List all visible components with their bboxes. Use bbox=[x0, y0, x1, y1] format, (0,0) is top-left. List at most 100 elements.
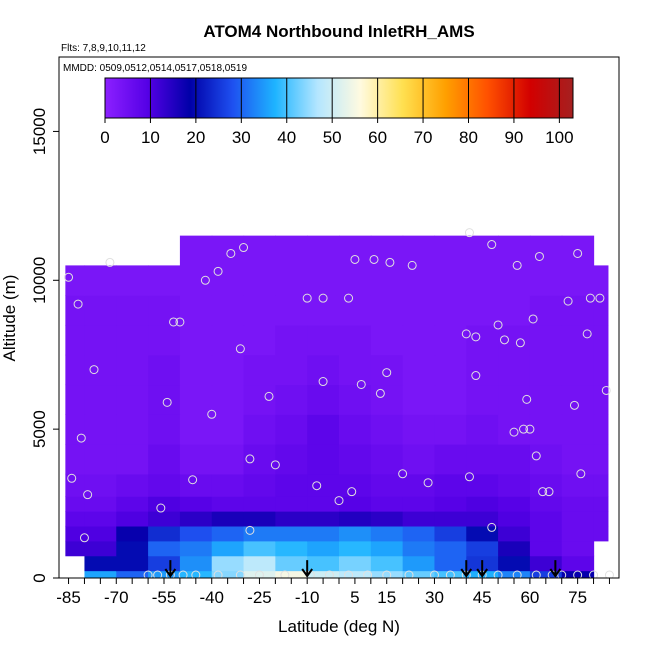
heatmap-cell bbox=[116, 540, 149, 557]
heatmap-cell bbox=[116, 444, 149, 475]
x-tick-label: 45 bbox=[473, 588, 492, 607]
heatmap-cell bbox=[402, 354, 436, 386]
heatmap-cell bbox=[498, 265, 531, 296]
heatmap-cell bbox=[434, 444, 467, 475]
heatmap-cell bbox=[593, 354, 609, 386]
sample-point bbox=[534, 251, 544, 261]
heatmap-cell bbox=[529, 444, 563, 475]
heatmap-cell bbox=[561, 354, 595, 386]
heatmap-cell bbox=[529, 235, 563, 266]
heatmap-cell bbox=[116, 324, 149, 356]
sample-point bbox=[464, 472, 474, 482]
x-tick-label: 30 bbox=[425, 588, 444, 607]
surface-point bbox=[324, 570, 334, 578]
heatmap-cell bbox=[84, 354, 117, 386]
heatmap-cell bbox=[179, 555, 213, 572]
x-axis: -85 -70 -55 -40 -25 -10 5 15 30 45 60 75 bbox=[56, 578, 610, 607]
heatmap-cell bbox=[466, 414, 499, 445]
heatmap-cell bbox=[116, 384, 149, 415]
sample-point bbox=[398, 469, 408, 479]
heatmap-cell bbox=[275, 555, 308, 572]
heatmap-cell bbox=[211, 384, 245, 415]
heatmap-cell bbox=[370, 540, 404, 557]
heatmap-cell bbox=[275, 525, 308, 542]
sample-point bbox=[245, 454, 255, 464]
sample-point bbox=[499, 335, 509, 345]
heatmap-cell bbox=[339, 354, 372, 386]
heatmap-cell bbox=[561, 570, 595, 578]
heatmap-cell bbox=[307, 525, 340, 542]
colorbar-labels: 0 10 20 30 40 50 60 70 80 90 100 bbox=[100, 128, 573, 147]
heatmap-cell bbox=[65, 511, 86, 527]
sample-point bbox=[601, 385, 611, 395]
heatmap-cell bbox=[593, 295, 609, 326]
heatmap-cell bbox=[179, 265, 213, 296]
heatmap-cell bbox=[243, 324, 276, 356]
heatmap-cell bbox=[402, 555, 436, 572]
heatmap-cell bbox=[179, 525, 213, 542]
heatmap-cell bbox=[211, 295, 245, 326]
heatmap-cell bbox=[148, 444, 181, 475]
heatmap-cell bbox=[498, 235, 531, 266]
sample-point bbox=[515, 338, 525, 348]
sample-point bbox=[573, 248, 583, 258]
heatmap-cell bbox=[339, 235, 372, 266]
heatmap-cell bbox=[116, 414, 149, 445]
arrow-head bbox=[476, 568, 488, 578]
chart-title: ATOM4 Northbound InletRH_AMS bbox=[203, 22, 474, 41]
heatmap-cell bbox=[466, 540, 499, 557]
heatmap-cell bbox=[339, 295, 372, 326]
heatmap-cell bbox=[84, 295, 117, 326]
heatmap-cell bbox=[434, 555, 467, 572]
heatmap-cell bbox=[529, 496, 563, 512]
heatmap-cell bbox=[243, 496, 276, 512]
colorbar-tick-label: 100 bbox=[545, 128, 573, 147]
heatmap-cell bbox=[593, 384, 609, 415]
heatmap-cell bbox=[593, 444, 609, 475]
heatmap-cell bbox=[339, 540, 372, 557]
heatmap-cell bbox=[434, 384, 467, 415]
heatmap-cell bbox=[370, 354, 404, 386]
heatmap-cell bbox=[243, 473, 276, 497]
heatmap-cell bbox=[307, 354, 340, 386]
surface-point bbox=[573, 570, 583, 578]
arrow-head bbox=[549, 568, 562, 578]
heatmap-cell bbox=[179, 496, 213, 512]
heatmap-cell bbox=[402, 235, 436, 266]
heatmap-cell bbox=[179, 324, 213, 356]
heatmap-cell bbox=[402, 324, 436, 356]
heatmap-cell bbox=[307, 295, 340, 326]
surface-point bbox=[604, 570, 614, 578]
heatmap-cell bbox=[307, 414, 340, 445]
heatmap-cell bbox=[148, 525, 181, 542]
heatmap-cell bbox=[179, 384, 213, 415]
x-tick-label: -10 bbox=[295, 588, 320, 607]
heatmap-cell bbox=[148, 324, 181, 356]
sample-point bbox=[188, 475, 198, 485]
heatmap-cell bbox=[243, 354, 276, 386]
heatmap-cell bbox=[498, 511, 531, 527]
heatmap-cell bbox=[275, 540, 308, 557]
heatmap-cell bbox=[498, 496, 531, 512]
sample-point bbox=[226, 248, 236, 258]
heatmap-cell bbox=[243, 511, 276, 527]
surface-point bbox=[531, 570, 541, 578]
heatmap-cell bbox=[402, 540, 436, 557]
surface-point bbox=[178, 570, 188, 578]
sample-point bbox=[525, 424, 535, 434]
heatmap-cell bbox=[434, 540, 467, 557]
sample-point bbox=[245, 525, 255, 535]
colorbar-tick-label: 0 bbox=[100, 128, 109, 147]
heatmap-cell bbox=[370, 324, 404, 356]
heatmap-cell bbox=[179, 511, 213, 527]
sample-point bbox=[83, 490, 93, 500]
heatmap-cell bbox=[434, 324, 467, 356]
sample-point bbox=[528, 314, 538, 324]
arrow-head bbox=[460, 568, 473, 578]
heatmap-cell bbox=[84, 511, 117, 527]
surface-point bbox=[235, 570, 245, 578]
heatmap-cell bbox=[339, 555, 372, 572]
heatmap-cell bbox=[243, 444, 276, 475]
heatmap-cell bbox=[65, 324, 86, 356]
